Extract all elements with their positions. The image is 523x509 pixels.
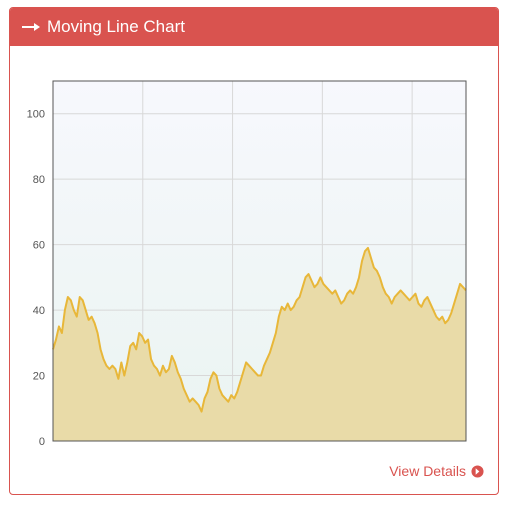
arrow-circle-right-icon bbox=[471, 464, 484, 478]
y-tick-label: 80 bbox=[33, 174, 45, 186]
y-tick-label: 20 bbox=[33, 371, 45, 383]
area-chart: 0 20 40 60 80 100 bbox=[27, 80, 467, 448]
y-tick-label: 0 bbox=[39, 436, 45, 448]
view-details-label: View Details bbox=[389, 463, 466, 479]
panel-title: Moving Line Chart bbox=[47, 17, 185, 36]
series-line bbox=[52, 246, 467, 413]
panel-heading: Moving Line Chart bbox=[10, 8, 498, 46]
view-details-link[interactable]: View Details bbox=[389, 463, 484, 479]
chart-area: 0 20 40 60 80 100 bbox=[10, 46, 498, 456]
long-arrow-right-icon bbox=[22, 23, 40, 31]
y-tick-label: 40 bbox=[33, 305, 45, 317]
y-tick-label: 60 bbox=[33, 240, 45, 252]
y-tick-label: 100 bbox=[27, 109, 45, 121]
moving-line-chart-panel: Moving Line Chart 0 20 40 60 80 100 View Deta… bbox=[9, 7, 499, 495]
plot-border bbox=[52, 80, 467, 442]
series-area bbox=[53, 247, 466, 441]
